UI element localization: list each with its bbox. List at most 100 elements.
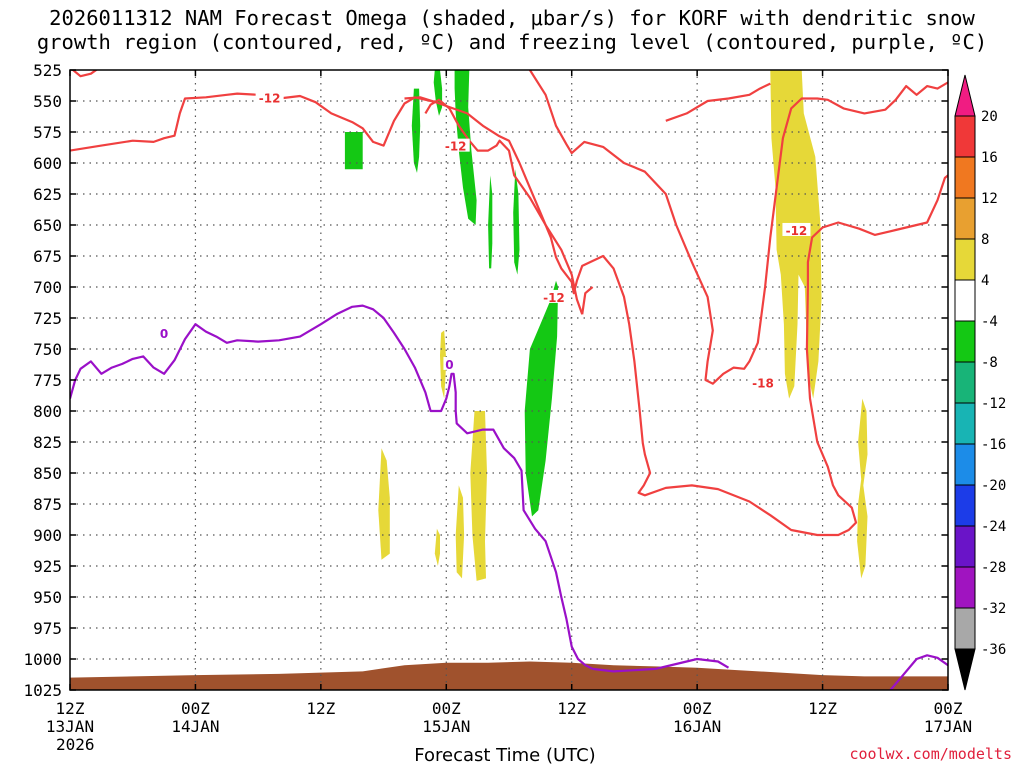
freezing-level-contour — [887, 654, 948, 690]
colorbar-label: 8 — [981, 232, 989, 248]
freezing-level-contour — [70, 304, 594, 670]
snow-growth-contour-label: -12 — [445, 140, 467, 154]
x-tick-label: 12Z — [306, 699, 335, 718]
omega-upward-region — [411, 88, 421, 173]
colorbar-label: -32 — [981, 601, 1006, 617]
omega-downward-region — [857, 398, 868, 579]
colorbar-bin — [954, 320, 976, 363]
colorbar-bin — [954, 525, 976, 568]
snow-growth-contour — [70, 92, 948, 537]
omega-upward-region — [524, 280, 559, 517]
snow-growth-contour-label: -12 — [259, 91, 281, 105]
x-tick-label: 2026 — [56, 735, 95, 754]
snow-growth-contour-label-bg — [782, 222, 811, 236]
colorbar-label: 4 — [981, 273, 989, 289]
colorbar-label: -20 — [981, 478, 1006, 494]
terrain-fill — [70, 661, 948, 690]
colorbar-bin — [954, 607, 976, 650]
snow-growth-contour-label: -18 — [752, 376, 774, 390]
omega-upward-region — [433, 70, 443, 116]
y-tick-label: 675 — [33, 247, 62, 266]
omega-downward-region — [470, 411, 487, 581]
y-tick-label: 1025 — [23, 681, 62, 700]
x-tick-label: 12Z — [557, 699, 586, 718]
y-tick-label: 950 — [33, 588, 62, 607]
y-tick-label: 750 — [33, 340, 62, 359]
contour-lines: -12 -12 -12 -18 -12 0 0 — [70, 70, 948, 690]
y-tick-label: 550 — [33, 92, 62, 111]
omega-downward-region — [434, 528, 440, 566]
x-tick-label: 15JAN — [422, 717, 470, 736]
snow-growth-contour-label-bg — [441, 138, 470, 152]
colorbar-bin — [954, 566, 976, 609]
colorbar-label: -28 — [981, 560, 1006, 576]
freezing-level-contour — [592, 657, 730, 673]
y-tick-label: 825 — [33, 433, 62, 452]
y-tick-label: 850 — [33, 464, 62, 483]
snow-growth-contour-label: -12 — [786, 224, 808, 238]
y-axis: 525 550 575 600 625 650 675 700 725 750 775 800 825 8… — [23, 61, 948, 700]
y-tick-label: 900 — [33, 526, 62, 545]
x-axis-title: Forecast Time (UTC) — [414, 745, 596, 766]
colorbar-bin — [954, 156, 976, 199]
colorbar-bin — [954, 279, 976, 322]
y-tick-label: 775 — [33, 371, 62, 390]
colorbar-bin — [954, 648, 976, 691]
colorbar-label: -24 — [981, 519, 1006, 535]
omega-shading — [344, 70, 868, 581]
x-tick-label: 14JAN — [171, 717, 219, 736]
x-tick-label: 12Z — [56, 699, 85, 718]
colorbar-label: -4 — [981, 314, 998, 330]
y-tick-label: 525 — [33, 61, 62, 80]
omega-downward-region — [440, 330, 447, 399]
y-tick-label: 575 — [33, 123, 62, 142]
x-tick-label: 00Z — [683, 699, 712, 718]
x-tick-label: 00Z — [432, 699, 461, 718]
omega-upward-region — [488, 175, 493, 269]
plot-border — [69, 69, 949, 691]
colorbar-label: 20 — [981, 109, 998, 125]
x-tick-label: 00Z — [934, 699, 963, 718]
chart-title-line1: 2026011312 NAM Forecast Omega (shaded, μ… — [49, 6, 975, 30]
y-tick-label: 925 — [33, 557, 62, 576]
chart-title-line2: growth region (contoured, red, ºC) and f… — [36, 30, 988, 54]
colorbar-label: -12 — [981, 396, 1006, 412]
y-tick-label: 650 — [33, 216, 62, 235]
colorbar-bin — [954, 115, 976, 158]
x-tick-label: 00Z — [181, 699, 210, 718]
colorbar-bin — [954, 238, 976, 281]
snow-growth-contour — [665, 82, 771, 122]
plot-frame — [69, 69, 949, 691]
colorbar-bin — [954, 484, 976, 527]
colorbar-label: 16 — [981, 150, 998, 166]
y-tick-label: 600 — [33, 154, 62, 173]
colorbar-bin — [954, 74, 976, 117]
x-tick-label: 12Z — [808, 699, 837, 718]
y-tick-label: 700 — [33, 278, 62, 297]
freezing-level-contour-label-bg — [158, 325, 171, 339]
snow-growth-contour — [424, 98, 584, 315]
omega-upward-region — [513, 169, 520, 275]
y-tick-label: 800 — [33, 402, 62, 421]
snow-growth-contour-label-bg — [748, 375, 777, 389]
x-tick-label: 13JAN — [46, 717, 94, 736]
colorbar-bin — [954, 197, 976, 240]
snow-growth-contour-label-bg — [539, 289, 568, 303]
y-tick-label: 975 — [33, 619, 62, 638]
snow-growth-contour — [71, 70, 99, 78]
omega-downward-region — [378, 448, 390, 560]
colorbar: 20 16 12 8 4 -4 -8 -12 -16 -20 -24 -28 -32 -36 — [954, 74, 1006, 691]
colorbar-label: -16 — [981, 437, 1006, 453]
credit-text: coolwx.com/modelts — [849, 745, 1012, 763]
x-tick-label: 16JAN — [673, 717, 721, 736]
omega-upward-region — [344, 132, 363, 170]
y-tick-label: 625 — [33, 185, 62, 204]
colorbar-label: -8 — [981, 355, 998, 371]
omega-downward-region — [455, 485, 465, 579]
freezing-level-contour-label-bg — [443, 356, 456, 370]
colorbar-bin — [954, 443, 976, 486]
colorbar-bin — [954, 361, 976, 404]
colorbar-bin — [954, 402, 976, 445]
